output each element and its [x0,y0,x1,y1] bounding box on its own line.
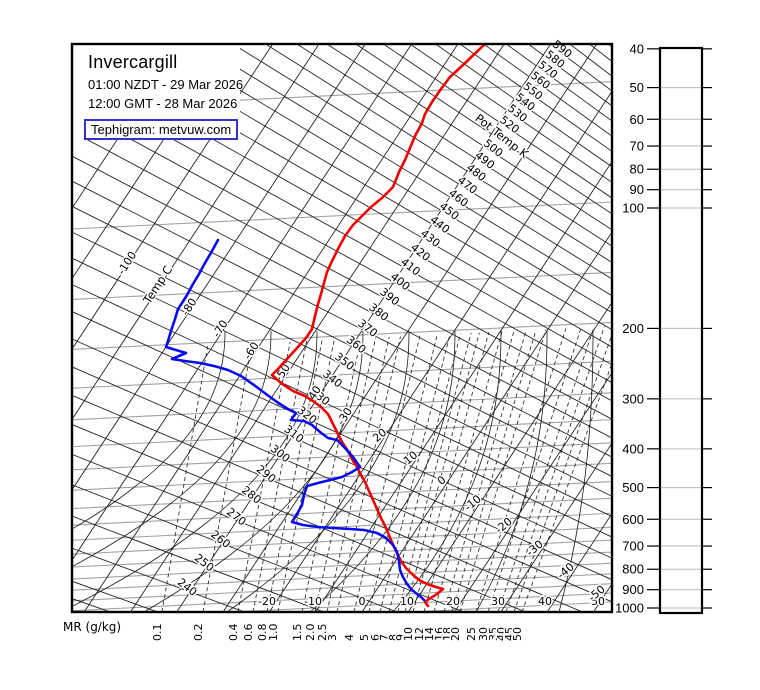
pressure-label: 300 [622,391,644,406]
mixing-ratio-lines [161,326,612,612]
mr-tick-label: 0.6 [242,624,255,642]
mr-tick-label: 50 [511,627,524,641]
plot-frame [70,42,614,614]
wet-adiabat-label: 0 [435,473,449,487]
mr-tick-label: 1.5 [291,624,304,642]
wet-adiabat-lines [72,330,594,612]
pressure-scale: 40 50 60 70 80 90 100 200 300 400 500 600 700 800 900 1… [614,40,712,617]
pressure-label: 600 [622,512,644,527]
mr-tick-label: 0.1 [151,624,164,642]
isotherm-label-bottom: 10 [400,595,414,608]
pressure-label: 800 [622,562,644,577]
pressure-label: 400 [622,441,644,456]
theta-label: 290 [254,462,279,485]
mr-tick-label: 4 [343,634,356,641]
theta-label: 250 [192,551,217,574]
temperature-trace [270,44,487,608]
mr-tick-label: 12 [413,627,426,641]
credit-box[interactable]: Tephigram: metvuw.com [84,119,239,140]
mr-tick-label: 9 [394,634,407,641]
pressure-label: 500 [622,480,644,495]
mr-tick-label: 45 [503,627,516,641]
wet-adiabat-label: 10 [401,448,420,467]
pressure-label: 80 [630,162,644,177]
isotherm-label-bottom: 40 [538,595,552,608]
isotherm-label-upper: -60 [241,340,262,362]
local-time: 01:00 NZDT - 29 Mar 2026 [88,77,244,92]
mr-axis-title: MR (g/kg) [63,620,121,634]
theta-label: 300 [268,442,293,465]
mr-tick-label: 0.4 [227,624,240,642]
temp-axis-label: Temp C [140,263,175,307]
utc-time: 12:00 GMT - 28 Mar 2026 [88,96,238,111]
pressure-label: 50 [630,80,644,95]
mr-tick-label: 2.5 [316,624,329,642]
mr-axis: MR (g/kg) 0.1 0.2 0.4 0.6 0.81.0 1.5 2.0 2.53 4 56… [62,619,526,643]
mr-tick-label: 8 [387,634,400,641]
pressure-label: 100 [622,201,644,216]
pressure-label: 1000 [615,601,644,616]
mr-tick-label: 5 [358,634,371,641]
isotherm-lines [72,44,612,612]
mr-tick-label: 18 [441,627,454,641]
isobar-lines [72,81,612,612]
mr-tick-label: 40 [495,627,508,641]
wet-adiabat-label: 20 [370,426,389,445]
mr-tick-label: 7 [378,634,391,641]
isotherm-label-upper: -70 [210,318,231,340]
isotherm-label-bottom: -10 [304,595,322,608]
mr-tick-label: 2.0 [304,624,317,642]
isotherm-label-bottom: 30 [491,595,505,608]
mr-tick-label: 3 [326,634,339,641]
pressure-label: 90 [630,182,644,197]
mr-tick-label: 25 [465,627,478,641]
isotherm-label-bottom: 20 [446,595,460,608]
mr-tick-label: 0.8 [256,624,269,642]
credit-text: Tephigram: metvuw.com [91,122,232,137]
pressure-label: 60 [630,112,644,127]
pressure-label: 70 [630,139,644,154]
pressure-label: 900 [622,582,644,597]
mr-tick-label: 20 [449,627,462,641]
mr-tick-label: 0.2 [192,624,205,642]
title-block: Invercargill 01:00 NZDT - 29 Mar 2026 12… [84,52,244,140]
mr-tick-label: 1.0 [267,624,280,642]
pressure-bar [658,46,704,615]
mr-tick-label: 14 [423,627,436,641]
isotherm-label-bottom: -20 [258,595,276,608]
isotherm-label-bottom: 0 [359,595,366,608]
theta-label: 280 [239,483,264,506]
pressure-label: 200 [622,321,644,336]
wet-adiabat-label: -10 [462,492,484,514]
isotherm-label-upper: -80 [179,296,200,318]
mr-tick-label: 16 [433,627,446,641]
sounding-traces [164,44,487,608]
mr-tick-label: 30 [477,627,490,641]
mr-tick-label: 6 [369,634,382,641]
pressure-label: 700 [622,539,644,554]
theta-label: 310 [282,423,307,446]
mr-tick-label: 35 [487,627,500,641]
isotherm-label-bottom: 50 [591,595,605,608]
mr-tick-label: 10 [402,627,415,641]
pressure-label: 40 [630,41,644,56]
station-name: Invercargill [88,52,178,72]
dewpoint-trace [164,238,426,602]
